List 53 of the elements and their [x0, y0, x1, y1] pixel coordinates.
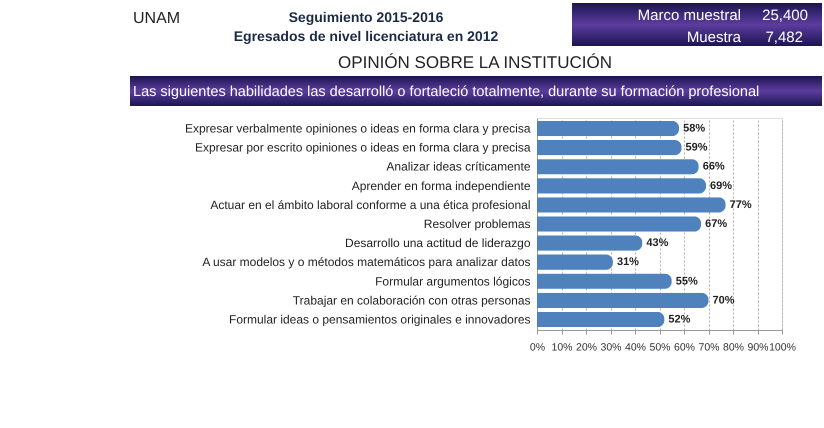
- bar: [537, 292, 708, 308]
- data-label: 59%: [686, 142, 708, 154]
- x-tick-label: 60%: [674, 342, 696, 354]
- data-label: 43%: [646, 237, 669, 250]
- bar: [537, 120, 680, 136]
- y-tick-label: Expresar verbalmente opiniones o ideas en forma clara y precisa: [184, 122, 531, 136]
- y-tick-label: Formular ideas o pensamientos originales e innovadores: [229, 312, 530, 326]
- x-tick-label: 80%: [722, 342, 744, 354]
- x-tick-label: 20%: [576, 342, 598, 354]
- data-label: 58%: [683, 122, 706, 135]
- text: UNAM: [133, 10, 180, 27]
- bar: [537, 312, 664, 328]
- text: 7,482: [765, 29, 803, 46]
- data-label: 69%: [710, 180, 732, 192]
- text: Egresados de nivel licenciatura en 2012: [234, 28, 498, 44]
- bar: [537, 140, 682, 156]
- x-tick-label: 10%: [551, 342, 573, 354]
- x-tick-label: 70%: [698, 342, 720, 354]
- bar: [537, 254, 613, 270]
- y-tick-label: Aprender en forma independiente: [352, 178, 531, 193]
- text: Las siguientes habilidades las desarrolló o fortaleció totalmente, durante su formación profesional: [133, 84, 760, 100]
- y-tick-label: Expresar por escrito opiniones o ideas en forma clara y precisa: [195, 140, 531, 155]
- bar: [537, 159, 699, 174]
- bar: [537, 216, 702, 232]
- data-label: 55%: [676, 275, 698, 288]
- y-tick-label: Resolver problemas: [424, 217, 530, 231]
- x-tick-label: 50%: [649, 342, 671, 354]
- x-tick-label: 100%: [769, 342, 796, 354]
- bar: [537, 178, 706, 194]
- x-tick-label: 0%: [530, 342, 546, 354]
- x-tick-label: 30%: [600, 342, 622, 354]
- data-label: 66%: [702, 160, 725, 173]
- y-tick-label: Formular argumentos lógicos: [375, 274, 530, 288]
- text: OPINIÓN SOBRE LA INSTITUCIÓN: [338, 53, 612, 72]
- text: Muestra: [686, 29, 742, 46]
- data-label: 67%: [705, 218, 728, 230]
- bar: [537, 197, 726, 213]
- bar: [537, 235, 642, 251]
- bar: [537, 274, 672, 289]
- x-tick-label: 40%: [624, 342, 646, 354]
- data-label: 70%: [712, 294, 735, 306]
- data-label: 31%: [616, 256, 640, 268]
- y-tick-label: Analizar ideas críticamente: [386, 160, 531, 174]
- data-label: 52%: [668, 313, 691, 326]
- x-tick-label: 90%: [747, 342, 769, 354]
- data-label: 77%: [730, 198, 752, 211]
- text: Seguimiento 2015-2016: [288, 9, 444, 25]
- y-tick-label: Desarrollo una actitud de liderazgo: [345, 236, 531, 250]
- y-tick-label: Actuar en el ámbito laboral conforme a una ética profesional: [210, 198, 530, 212]
- y-tick-label: Trabajar en colaboración con otras personas: [292, 293, 530, 308]
- y-tick-label: A usar modelos y o métodos matemáticos para analizar datos: [202, 255, 530, 270]
- text: Marco muestral: [638, 7, 741, 24]
- text: 25,400: [762, 7, 808, 24]
